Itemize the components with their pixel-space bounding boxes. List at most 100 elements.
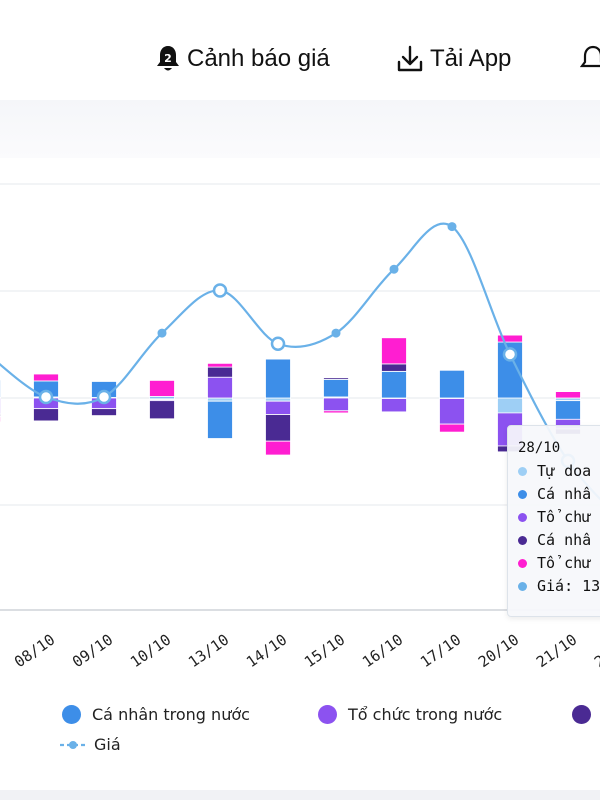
legend-label: Giá bbox=[94, 735, 121, 754]
bar-segment[interactable] bbox=[265, 414, 291, 442]
bar-segment[interactable] bbox=[323, 378, 349, 398]
tooltip-series-label: Tổ chư bbox=[537, 508, 592, 526]
notification-button[interactable] bbox=[580, 44, 600, 74]
bar-segment[interactable] bbox=[207, 366, 233, 378]
tooltip-row: Tổ chư bbox=[518, 508, 591, 526]
bar-segment[interactable] bbox=[0, 397, 1, 415]
tooltip-row: Tổ chư bbox=[518, 554, 591, 572]
bar-segment[interactable] bbox=[265, 440, 291, 456]
tooltip-series-dot bbox=[518, 535, 527, 545]
tooltip-row: Cá nhâ bbox=[518, 485, 591, 503]
legend-swatch bbox=[62, 705, 81, 724]
bar-segment[interactable] bbox=[323, 397, 349, 412]
tooltip-row: Giá: 13 bbox=[518, 577, 600, 595]
bell-icon bbox=[580, 44, 600, 74]
tooltip-date: 28/10 bbox=[518, 440, 561, 456]
download-app-label: Tải App bbox=[430, 45, 512, 72]
price-point[interactable] bbox=[96, 389, 112, 405]
bar-segment[interactable] bbox=[33, 408, 59, 422]
bar-segment[interactable] bbox=[555, 400, 581, 420]
x-tick-label: 08/10 bbox=[11, 631, 58, 672]
tooltip-series-dot bbox=[518, 489, 527, 499]
legend-label: Cá nhân trong nước bbox=[92, 705, 250, 724]
price-point[interactable] bbox=[157, 328, 167, 338]
legend-item[interactable]: Giá bbox=[60, 735, 121, 754]
tooltip-series-dot bbox=[518, 558, 527, 568]
price-point[interactable] bbox=[389, 264, 399, 274]
legend-swatch bbox=[318, 705, 337, 724]
tooltip-series-dot bbox=[518, 581, 527, 591]
price-point[interactable] bbox=[331, 328, 341, 338]
legend-item[interactable] bbox=[572, 705, 600, 724]
tooltip-series-label: Giá: 13 bbox=[537, 577, 600, 595]
x-tick-label: 20/10 bbox=[475, 631, 522, 672]
stacked-bar-chart: 07/1008/1009/1010/1013/1014/1015/1016/10… bbox=[0, 183, 600, 672]
tooltip-row: Cá nhâ bbox=[518, 531, 591, 549]
legend-item[interactable]: Cá nhân trong nước bbox=[62, 705, 250, 724]
tooltip-series-label: Tự doa bbox=[537, 462, 592, 480]
bar-segment[interactable] bbox=[265, 400, 291, 415]
x-tick-label: 13/10 bbox=[185, 631, 232, 672]
bar-segment[interactable] bbox=[0, 379, 1, 398]
tooltip-series-label: Tổ chư bbox=[537, 554, 592, 572]
alert-badge-text: 2 bbox=[164, 52, 172, 65]
bar-segment[interactable] bbox=[207, 397, 233, 402]
chart-tooltip: 28/10 Tự doa Cá nhâ Tổ chư Cá nhâ Tổ chư Giá:… bbox=[507, 425, 600, 617]
bell-icon: 2 bbox=[155, 44, 181, 74]
download-icon bbox=[396, 44, 424, 74]
bar-segment[interactable] bbox=[439, 369, 465, 399]
tooltip-series-label: Cá nhâ bbox=[537, 531, 592, 549]
legend-label: Tổ chức trong nước bbox=[348, 705, 503, 724]
download-app-button[interactable]: Tải App bbox=[396, 44, 511, 74]
x-tick-label: 17/10 bbox=[417, 631, 464, 672]
price-point[interactable] bbox=[502, 347, 518, 362]
price-point[interactable] bbox=[38, 389, 54, 405]
bar-segment[interactable] bbox=[149, 380, 175, 397]
x-tick-label: 09/10 bbox=[69, 631, 116, 672]
bar-segment[interactable] bbox=[381, 337, 407, 365]
legend-line-swatch bbox=[60, 740, 86, 749]
bar-segment[interactable] bbox=[439, 398, 465, 425]
bar-segment[interactable] bbox=[497, 397, 523, 414]
legend-item[interactable]: Tổ chức trong nước bbox=[318, 705, 502, 724]
bar-segment[interactable] bbox=[207, 400, 233, 439]
x-tick-label: 21/10 bbox=[533, 631, 580, 672]
bar-segment[interactable] bbox=[265, 358, 291, 399]
price-alert-button[interactable]: 2 Cảnh báo giá bbox=[155, 44, 330, 74]
x-tick-label: 10/10 bbox=[127, 631, 174, 672]
price-point[interactable] bbox=[447, 222, 457, 232]
legend-swatch bbox=[572, 705, 591, 724]
chart-area: 07/1008/1009/1010/1013/1014/1015/1016/10… bbox=[0, 150, 600, 800]
bar-segment[interactable] bbox=[381, 398, 407, 413]
bar-segment[interactable] bbox=[381, 370, 407, 399]
bar-segment[interactable] bbox=[207, 376, 233, 399]
x-tick-label: 14/10 bbox=[243, 631, 290, 672]
x-tick-label: 15/10 bbox=[301, 631, 348, 672]
tooltip-series-label: Cá nhâ bbox=[537, 485, 592, 503]
price-point[interactable] bbox=[270, 336, 286, 351]
bar-segment[interactable] bbox=[91, 408, 117, 416]
bar-segment[interactable] bbox=[497, 334, 523, 343]
panel-header-band bbox=[0, 100, 600, 158]
bar-segment[interactable] bbox=[265, 397, 291, 402]
price-point[interactable] bbox=[212, 283, 228, 298]
bar-segment[interactable] bbox=[555, 391, 581, 399]
tooltip-row: Tự doa bbox=[518, 462, 591, 480]
bar-segment[interactable] bbox=[439, 423, 465, 433]
x-tick-label: 22/10 bbox=[591, 631, 600, 672]
bar-segment[interactable] bbox=[381, 363, 407, 372]
price-alert-label: Cảnh báo giá bbox=[187, 45, 330, 72]
bar-segment[interactable] bbox=[323, 410, 349, 414]
tooltip-series-dot bbox=[518, 512, 527, 522]
bottom-divider bbox=[0, 790, 600, 800]
x-tick-label: 16/10 bbox=[359, 631, 406, 672]
bar-segment[interactable] bbox=[0, 413, 1, 418]
bar-segment[interactable] bbox=[207, 362, 233, 368]
bar-segment[interactable] bbox=[149, 400, 175, 420]
tooltip-series-dot bbox=[518, 466, 527, 476]
bar-segment[interactable] bbox=[33, 373, 59, 382]
bar-segment[interactable] bbox=[323, 377, 349, 380]
bar-segment[interactable] bbox=[0, 416, 1, 423]
top-toolbar: 2 Cảnh báo giá Tải App bbox=[0, 0, 600, 100]
